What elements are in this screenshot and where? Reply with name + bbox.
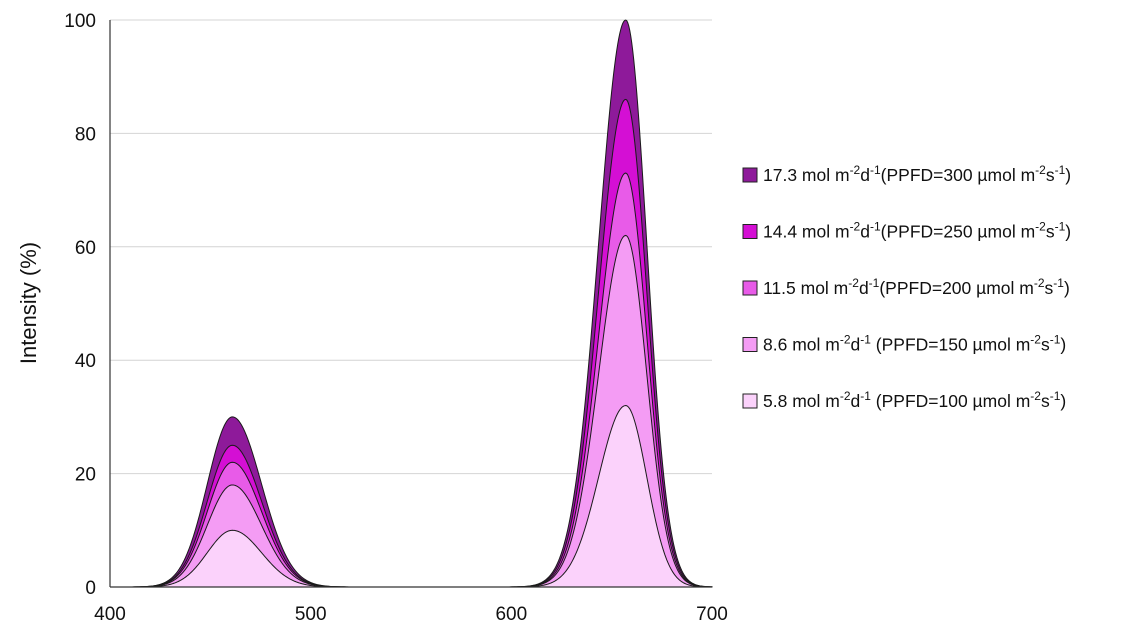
legend-label-part: -1 <box>1050 333 1061 347</box>
legend-swatch <box>742 167 758 183</box>
legend-label-part: d <box>851 335 861 355</box>
legend-label-part: -2 <box>1030 389 1041 403</box>
legend-label-part: 5.8 mol m <box>763 391 840 411</box>
legend-label: 5.8 mol m-2d-1 (PPFD=100 µmol m-2s-1) <box>763 389 1066 411</box>
legend-label-part: 8.6 mol m <box>763 335 840 355</box>
legend-label-part: (PPFD=100 µmol m <box>871 391 1030 411</box>
x-tick-label: 600 <box>495 604 527 625</box>
legend-label-part: s <box>1046 222 1055 242</box>
x-tick-label: 700 <box>696 604 728 625</box>
legend-label-part: s <box>1045 278 1054 298</box>
legend-label-part: (PPFD=150 µmol m <box>871 335 1030 355</box>
legend-label-part: ) <box>1065 222 1071 242</box>
x-tick-label: 400 <box>94 604 126 625</box>
legend-item: 8.6 mol m-2d-1 (PPFD=150 µmol m-2s-1) <box>742 333 1066 355</box>
legend-item: 5.8 mol m-2d-1 (PPFD=100 µmol m-2s-1) <box>742 389 1066 411</box>
legend-label-part: 11.5 mol m <box>763 278 848 298</box>
legend-label-part: s <box>1041 391 1050 411</box>
legend-swatch <box>742 393 758 409</box>
legend-label-part: (PPFD=250 µmol m <box>881 222 1036 242</box>
axes <box>109 20 712 588</box>
legend-label: 17.3 mol m-2d-1(PPFD=300 µmol m-2s-1) <box>763 163 1071 185</box>
legend-label-part: -2 <box>848 276 859 290</box>
legend-label-part: ) <box>1060 335 1066 355</box>
legend-swatch <box>742 224 758 239</box>
legend: 17.3 mol m-2d-1(PPFD=300 µmol m-2s-1)14.… <box>742 163 1071 411</box>
legend-label-part: -1 <box>1055 220 1066 234</box>
legend-label-part: 14.4 mol m <box>763 222 850 242</box>
legend-label-part: -1 <box>860 389 871 403</box>
legend-label-part: ) <box>1060 391 1066 411</box>
legend-label-part: (PPFD=300 µmol m <box>881 165 1036 185</box>
legend-label-part: d <box>860 165 870 185</box>
y-tick-label: 40 <box>75 351 96 372</box>
legend-label-part: -2 <box>1030 333 1041 347</box>
legend-label-part: -1 <box>869 276 880 290</box>
legend-item: 17.3 mol m-2d-1(PPFD=300 µmol m-2s-1) <box>742 163 1071 185</box>
legend-item: 11.5 mol m-2d-1(PPFD=200 µmol m-2s-1) <box>742 276 1070 298</box>
legend-label-part: s <box>1046 165 1055 185</box>
legend-label-part: -1 <box>1055 163 1066 177</box>
y-tick-label: 100 <box>64 11 96 32</box>
y-tick-labels: 0 20 40 60 80 100 <box>64 11 96 599</box>
x-tick-label: 500 <box>295 604 327 625</box>
y-tick-label: 0 <box>85 578 96 599</box>
y-tick-label: 80 <box>75 124 96 145</box>
series-areas <box>110 19 713 588</box>
legend-label: 14.4 mol m-2d-1(PPFD=250 µmol m-2s-1) <box>763 220 1071 242</box>
legend-label-part: d <box>859 278 869 298</box>
legend-label-part: -1 <box>1053 276 1064 290</box>
legend-label-part: -2 <box>1034 276 1045 290</box>
legend-label-part: -2 <box>1035 163 1046 177</box>
y-tick-label: 20 <box>75 465 96 486</box>
legend-label-part: -2 <box>1035 220 1046 234</box>
legend-label-part: (PPFD=200 µmol m <box>879 278 1034 298</box>
y-axis-title: Intensity (%) <box>16 242 41 364</box>
legend-label-part: d <box>860 222 870 242</box>
legend-swatch <box>742 337 758 352</box>
legend-label-part: -1 <box>860 333 871 347</box>
legend-label-part: -2 <box>850 220 861 234</box>
legend-label-part: -2 <box>850 163 861 177</box>
legend-label-part: -1 <box>870 220 881 234</box>
legend-label-part: ) <box>1064 278 1070 298</box>
legend-label-part: -1 <box>1050 389 1061 403</box>
legend-label-part: -2 <box>840 333 851 347</box>
legend-label: 11.5 mol m-2d-1(PPFD=200 µmol m-2s-1) <box>763 276 1070 298</box>
legend-label-part: -2 <box>840 389 851 403</box>
legend-label-part: d <box>851 391 861 411</box>
legend-item: 14.4 mol m-2d-1(PPFD=250 µmol m-2s-1) <box>742 220 1071 242</box>
legend-swatch <box>742 280 758 296</box>
legend-label: 8.6 mol m-2d-1 (PPFD=150 µmol m-2s-1) <box>763 333 1066 355</box>
y-tick-label: 60 <box>75 238 96 259</box>
legend-label-part: -1 <box>870 163 881 177</box>
legend-label-part: ) <box>1065 165 1071 185</box>
legend-label-part: 17.3 mol m <box>763 165 850 185</box>
x-tick-labels: 400 500 600 700 <box>94 604 728 625</box>
legend-label-part: s <box>1041 335 1050 355</box>
